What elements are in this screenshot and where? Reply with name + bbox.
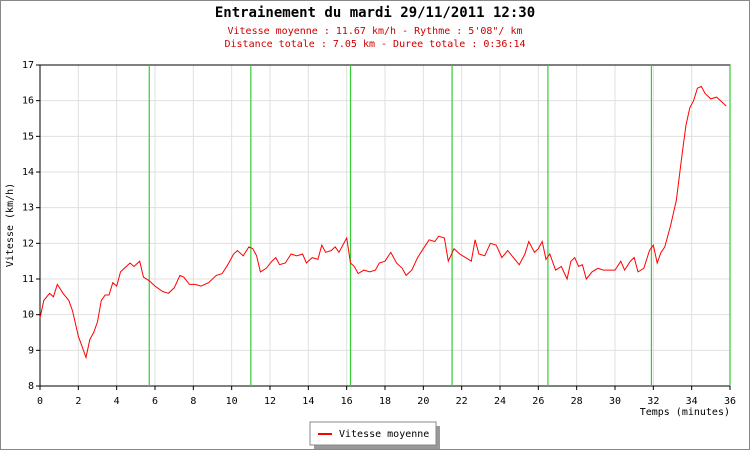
x-tick-label: 0	[37, 396, 43, 407]
y-tick-label: 16	[22, 96, 34, 107]
x-tick-label: 10	[226, 396, 238, 407]
y-tick-label: 17	[22, 60, 34, 71]
chart-subtitle: Distance totale : 7.05 km - Duree totale…	[224, 39, 525, 50]
x-tick-label: 36	[724, 396, 736, 407]
x-tick-label: 20	[417, 396, 429, 407]
legend-label: Vitesse moyenne	[339, 429, 429, 440]
x-tick-label: 14	[302, 396, 314, 407]
x-tick-label: 6	[152, 396, 158, 407]
x-tick-label: 28	[571, 396, 583, 407]
chart-subtitle: Vitesse moyenne : 11.67 km/h - Rythme : …	[227, 26, 522, 37]
x-tick-label: 2	[75, 396, 81, 407]
y-tick-label: 10	[22, 310, 34, 321]
x-axis-label: Temps (minutes)	[640, 407, 730, 418]
x-tick-label: 8	[190, 396, 196, 407]
y-tick-label: 13	[22, 203, 34, 214]
y-tick-label: 9	[28, 345, 34, 356]
y-tick-label: 8	[28, 381, 34, 392]
x-tick-label: 18	[379, 396, 391, 407]
x-tick-label: 4	[114, 396, 120, 407]
y-tick-label: 15	[22, 131, 34, 142]
x-tick-label: 16	[341, 396, 353, 407]
chart-title: Entrainement du mardi 29/11/2011 12:30	[215, 5, 535, 21]
y-tick-label: 11	[22, 274, 34, 285]
x-tick-label: 32	[647, 396, 659, 407]
x-tick-label: 22	[456, 396, 468, 407]
x-tick-label: 26	[532, 396, 544, 407]
y-tick-label: 12	[22, 238, 34, 249]
x-tick-label: 30	[609, 396, 621, 407]
x-tick-label: 34	[686, 396, 698, 407]
y-axis-label: Vitesse (km/h)	[5, 183, 16, 267]
legend-box	[309, 421, 437, 446]
x-tick-label: 12	[264, 396, 276, 407]
x-tick-label: 24	[494, 396, 506, 407]
y-tick-label: 14	[22, 167, 34, 178]
series-line	[39, 85, 727, 360]
legend: Vitesse moyenne	[309, 421, 440, 449]
